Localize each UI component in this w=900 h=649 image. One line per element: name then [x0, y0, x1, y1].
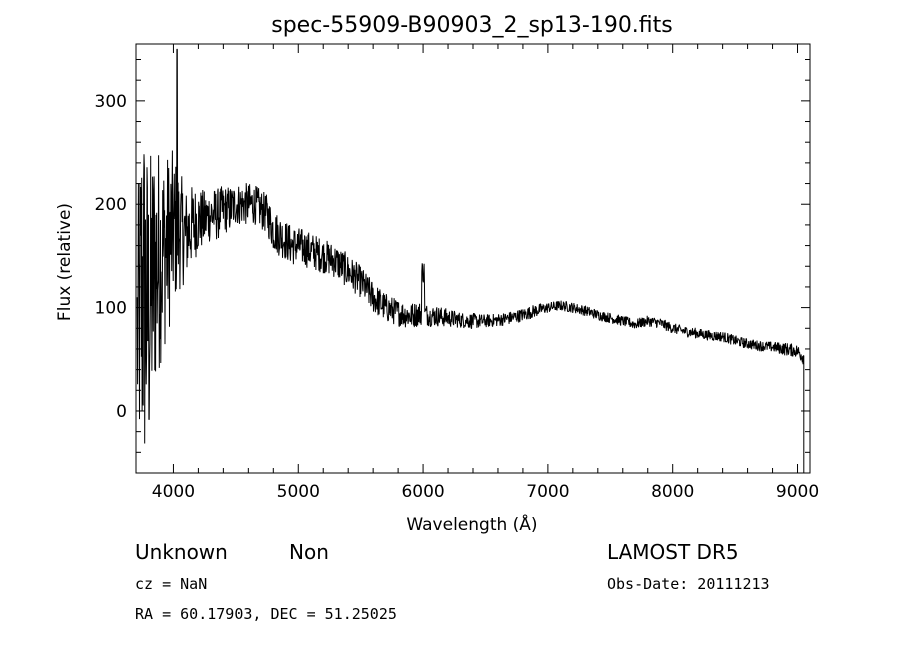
obs-date-label: Obs-Date: 20111213	[607, 575, 770, 593]
y-tick-label: 200	[95, 195, 127, 215]
y-tick-label: 100	[95, 299, 127, 319]
chart-title: spec-55909-B90903_2_sp13-190.fits	[271, 13, 673, 38]
x-tick-label: 7000	[526, 482, 569, 502]
x-tick-label: 4000	[152, 482, 195, 502]
x-axis-label: Wavelength (Å)	[406, 513, 537, 535]
redshift-label: cz = NaN	[135, 575, 207, 593]
object-subclass-label: Non	[289, 540, 329, 564]
spectrum-line	[136, 48, 805, 473]
plot-frame	[135, 43, 811, 474]
x-tick-label: 6000	[401, 482, 444, 502]
object-class-label: Unknown	[135, 540, 228, 564]
y-tick-label: 0	[116, 402, 127, 422]
y-axis-label: Flux (relative)	[55, 203, 75, 321]
y-axis: 0 100 200 300	[95, 59, 810, 474]
survey-label: LAMOST DR5	[607, 540, 739, 564]
x-axis: 4000 5000 6000 7000 8000 9000	[152, 44, 819, 502]
x-tick-label: 5000	[277, 482, 320, 502]
plot-border	[135, 43, 811, 474]
y-tick-label: 300	[95, 92, 127, 112]
x-tick-label: 9000	[776, 482, 819, 502]
coordinates-label: RA = 60.17903, DEC = 51.25025	[135, 605, 397, 623]
x-tick-label: 8000	[651, 482, 694, 502]
